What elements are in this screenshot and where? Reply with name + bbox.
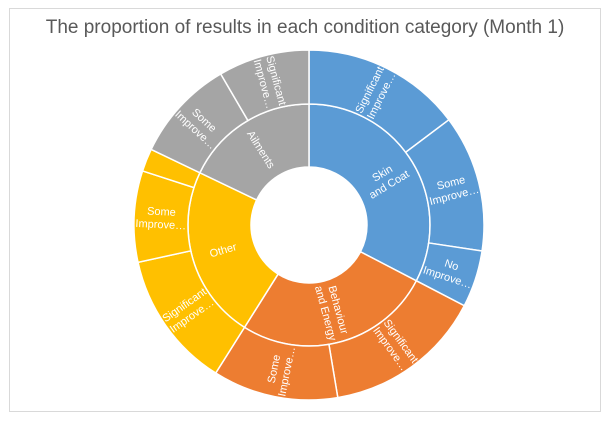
result-label-other-some-improve: SomeImprove…	[135, 205, 187, 232]
sunburst-plot: Skinand CoatSignificantImprove…SomeImpro…	[133, 49, 485, 401]
chart-frame: The proportion of results in each condit…	[9, 8, 601, 412]
result-segment-ailments-significant-improve	[219, 49, 310, 122]
chart-title: The proportion of results in each condit…	[45, 17, 565, 38]
